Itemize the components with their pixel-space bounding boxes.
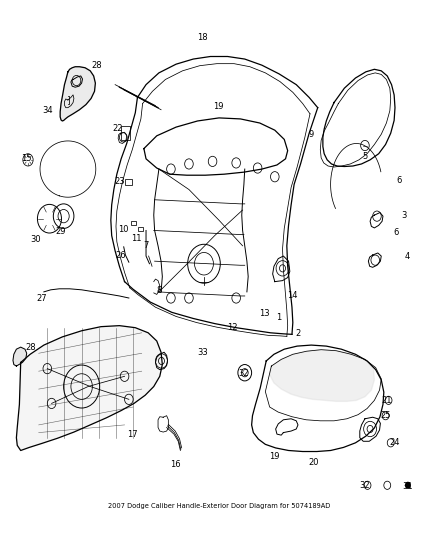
Text: 7: 7 [143,241,149,251]
Polygon shape [60,67,95,121]
Text: 34: 34 [42,106,53,115]
Text: 2007 Dodge Caliber Handle-Exterior Door Diagram for 5074189AD: 2007 Dodge Caliber Handle-Exterior Door … [108,503,330,510]
Text: 3: 3 [401,211,406,220]
Text: 32: 32 [239,369,249,378]
Text: 8: 8 [156,286,162,295]
Text: 9: 9 [309,130,314,139]
Text: 32: 32 [360,481,370,490]
Text: 22: 22 [113,124,124,133]
Text: 11: 11 [131,233,142,243]
Text: 28: 28 [92,61,102,70]
Polygon shape [16,326,162,450]
Text: 28: 28 [26,343,36,352]
Text: 6: 6 [393,228,399,237]
Text: 18: 18 [198,33,208,42]
Text: 25: 25 [380,411,391,420]
Polygon shape [270,350,374,401]
Text: 16: 16 [170,461,180,470]
Circle shape [405,482,411,489]
Text: 5: 5 [362,152,367,161]
Text: 1: 1 [276,313,282,322]
Text: 2: 2 [296,329,301,338]
Text: 19: 19 [268,452,279,461]
Text: 19: 19 [213,102,223,111]
Text: 26: 26 [116,251,127,260]
Text: 15: 15 [21,155,32,163]
Text: 31: 31 [403,482,413,491]
Text: 20: 20 [308,458,319,467]
Text: 33: 33 [197,348,208,357]
Text: 10: 10 [118,225,129,234]
Polygon shape [13,347,27,366]
Text: 27: 27 [37,294,47,303]
Text: 4: 4 [404,252,410,261]
Text: 12: 12 [226,323,237,332]
Text: 17: 17 [127,430,138,439]
Text: 24: 24 [390,438,400,447]
Text: 30: 30 [30,235,41,244]
Text: 14: 14 [287,291,297,300]
Text: 13: 13 [259,309,269,318]
Text: 21: 21 [381,396,392,405]
Text: 29: 29 [56,227,66,236]
Text: 6: 6 [396,176,402,185]
Text: 23: 23 [114,177,125,186]
